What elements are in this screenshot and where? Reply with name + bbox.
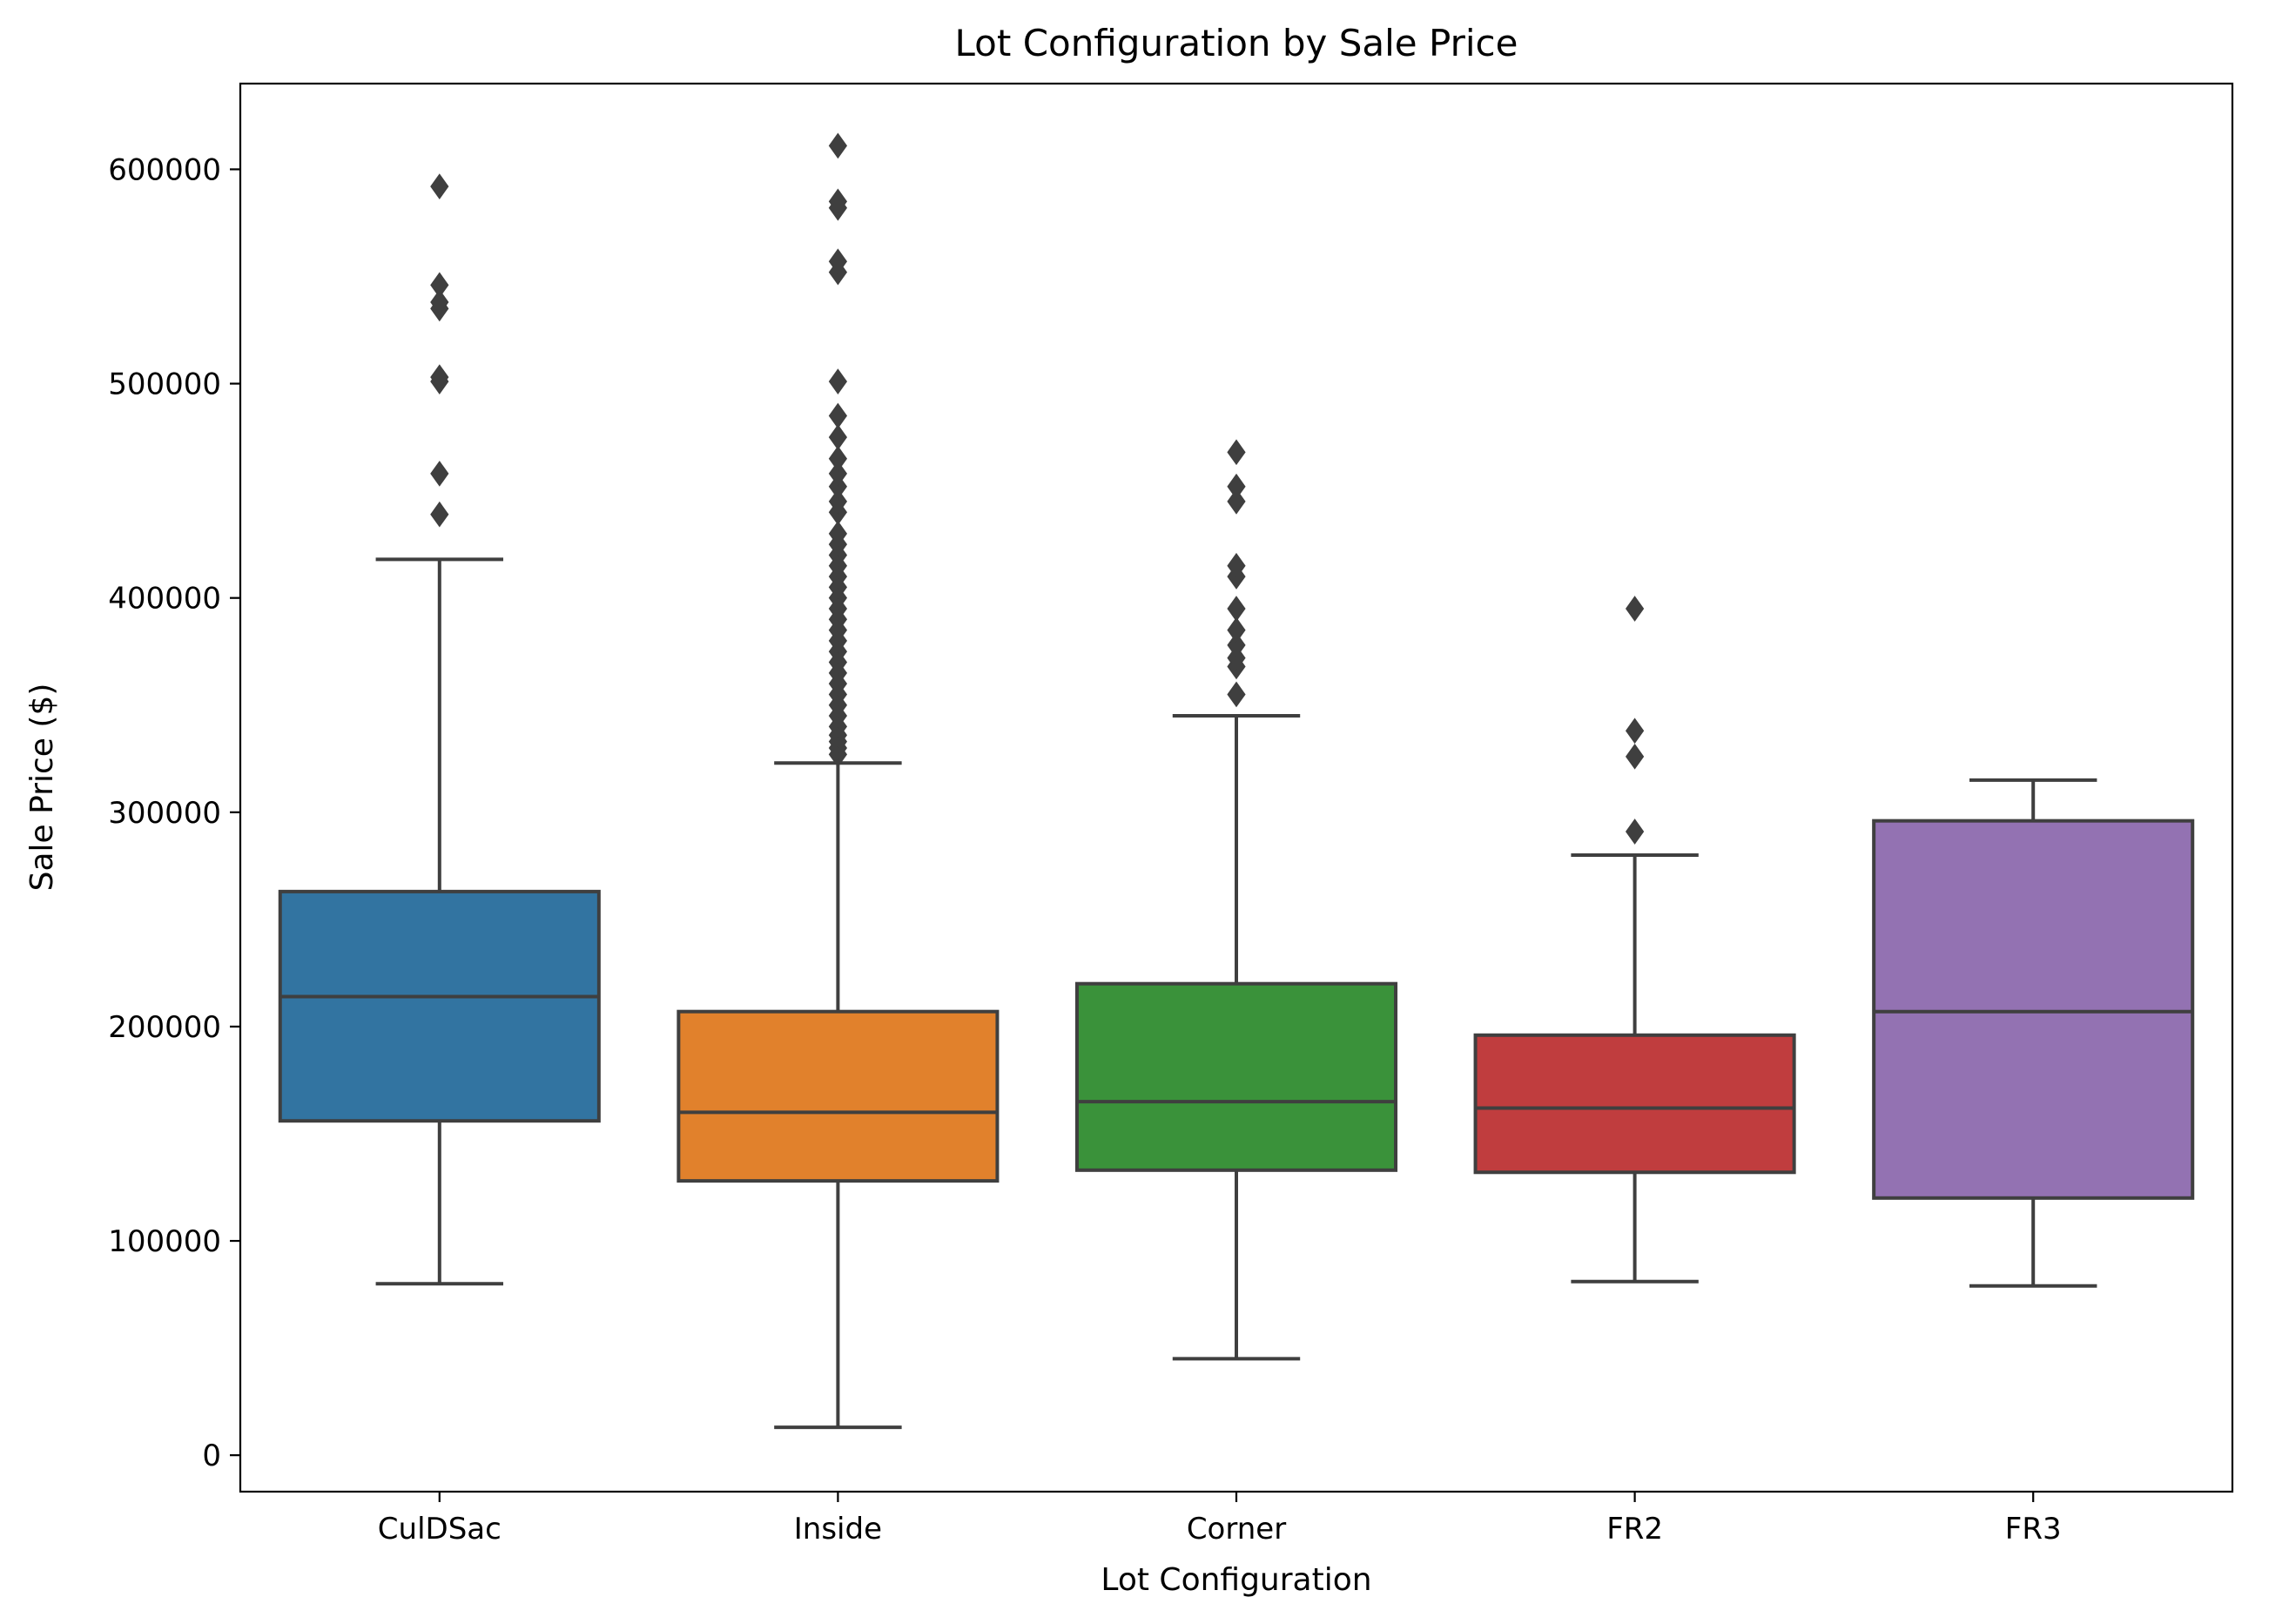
x-tick-label: FR3 bbox=[2005, 1512, 2062, 1547]
x-tick-label: Inside bbox=[794, 1512, 882, 1547]
outlier-point-corner bbox=[1227, 596, 1246, 622]
box-fr3 bbox=[1872, 819, 2195, 1200]
box-group-corner bbox=[1074, 439, 1398, 1361]
chart-title: Lot Configuration by Sale Price bbox=[955, 22, 1518, 64]
y-axis: 0 100000 200000 300000 400000 500000 600000 bbox=[108, 152, 240, 1473]
outlier-point-corner bbox=[1227, 439, 1246, 466]
outlier-point-inside bbox=[828, 461, 848, 487]
box-inside bbox=[677, 1009, 1000, 1183]
y-tick-label: 500000 bbox=[108, 367, 221, 402]
y-tick-label: 300000 bbox=[108, 796, 221, 831]
outlier-point-inside bbox=[828, 248, 848, 275]
x-tick-label: CulDSac bbox=[378, 1512, 502, 1547]
y-tick-label: 0 bbox=[202, 1439, 221, 1473]
outlier-point-culdsac bbox=[430, 173, 449, 199]
x-axis: CulDSac Inside Corner FR2 FR3 bbox=[378, 1492, 2062, 1547]
outlier-point-inside bbox=[828, 402, 848, 429]
box-group-fr3 bbox=[1872, 778, 2195, 1288]
outlier-point-fr2 bbox=[1625, 743, 1645, 770]
x-axis-label: Lot Configuration bbox=[1101, 1562, 1371, 1598]
outlier-point-culdsac bbox=[430, 501, 449, 528]
y-tick-label: 200000 bbox=[108, 1010, 221, 1045]
y-tick-label: 100000 bbox=[108, 1224, 221, 1259]
x-tick-label: Corner bbox=[1187, 1512, 1286, 1547]
y-tick-label: 400000 bbox=[108, 582, 221, 617]
y-axis-label: Sale Price ($) bbox=[24, 684, 60, 892]
outlier-point-inside bbox=[828, 424, 848, 450]
outlier-point-culdsac bbox=[430, 461, 449, 487]
box-culdsac bbox=[278, 889, 601, 1123]
outlier-point-fr2 bbox=[1625, 596, 1645, 622]
outlier-point-culdsac bbox=[430, 289, 449, 315]
box-group-fr2 bbox=[1473, 596, 1796, 1284]
y-tick-label: 600000 bbox=[108, 152, 221, 187]
box-group-culdsac bbox=[278, 173, 601, 1286]
outlier-point-corner bbox=[1227, 552, 1246, 579]
outlier-point-inside bbox=[828, 368, 848, 394]
box-fr2 bbox=[1473, 1033, 1796, 1175]
outlier-point-corner bbox=[1227, 631, 1246, 658]
outlier-point-inside bbox=[828, 188, 848, 215]
outlier-point-fr2 bbox=[1625, 819, 1645, 845]
outlier-point-corner bbox=[1227, 489, 1246, 515]
outlier-point-inside bbox=[828, 132, 848, 159]
outlier-point-corner bbox=[1227, 617, 1246, 644]
outlier-point-inside bbox=[828, 520, 848, 547]
outlier-point-corner bbox=[1227, 473, 1246, 500]
outlier-point-corner bbox=[1227, 681, 1246, 708]
outlier-point-culdsac bbox=[430, 272, 449, 299]
box-group-inside bbox=[677, 132, 1000, 1430]
outlier-point-inside bbox=[828, 445, 848, 472]
outlier-point-fr2 bbox=[1625, 718, 1645, 745]
box-corner bbox=[1074, 981, 1398, 1172]
outlier-point-inside bbox=[828, 489, 848, 515]
x-tick-label: FR2 bbox=[1606, 1512, 1663, 1547]
outlier-point-culdsac bbox=[430, 364, 449, 391]
plot-layer bbox=[278, 132, 2195, 1430]
